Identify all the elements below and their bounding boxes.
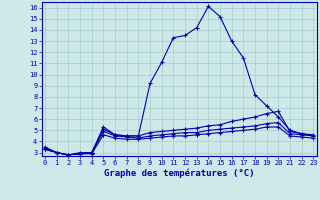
X-axis label: Graphe des températures (°C): Graphe des températures (°C) <box>104 169 254 178</box>
